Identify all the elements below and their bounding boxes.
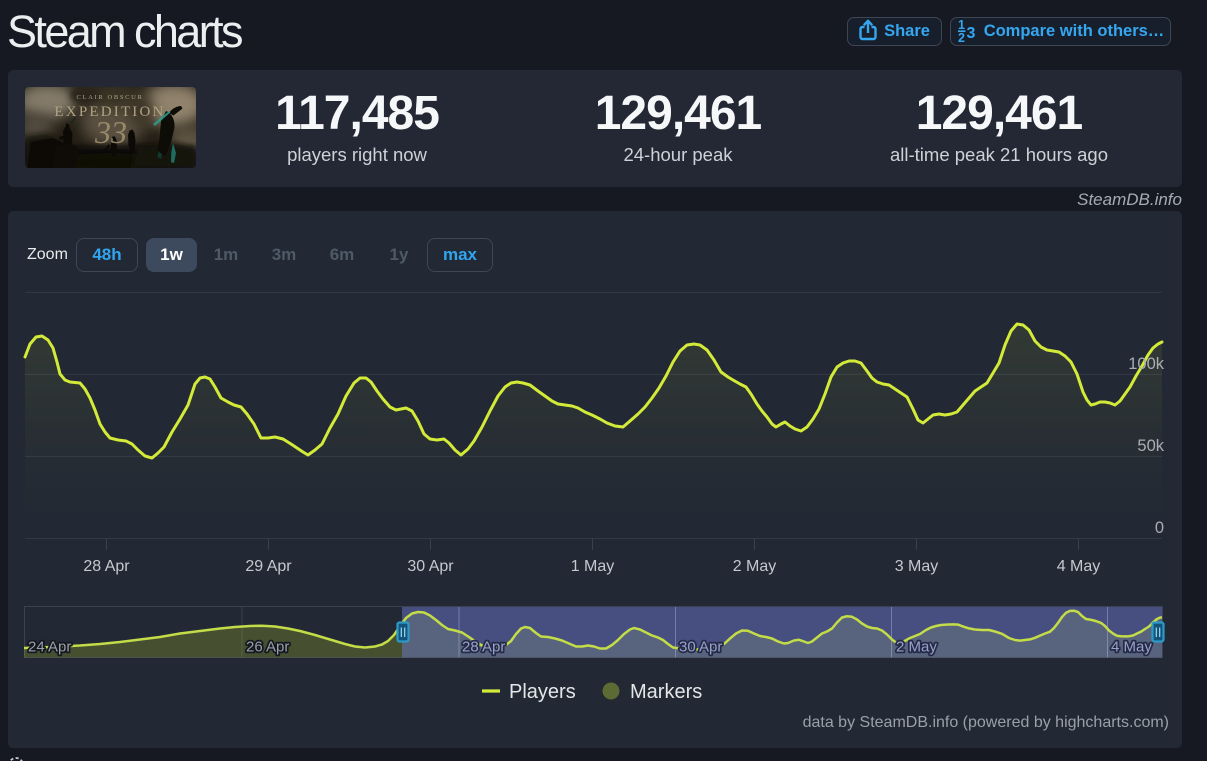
svg-text:100k: 100k: [1128, 355, 1165, 373]
svg-text:33: 33: [94, 114, 127, 150]
svg-text:Players: Players: [509, 681, 576, 703]
svg-text:3 May: 3 May: [895, 558, 939, 575]
svg-text:0: 0: [1155, 519, 1164, 537]
svg-text:24 Apr: 24 Apr: [28, 639, 71, 656]
svg-text:28 Apr: 28 Apr: [83, 558, 130, 575]
svg-text:data by SteamDB.info (powered: data by SteamDB.info (powered by highcha…: [803, 714, 1169, 731]
svg-text:30 Apr: 30 Apr: [407, 558, 454, 575]
svg-text:EXPEDITION: EXPEDITION: [54, 104, 165, 120]
svg-text:CLAIR OBSCUR: CLAIR OBSCUR: [76, 94, 143, 101]
svg-text:4 May: 4 May: [1057, 558, 1101, 575]
svg-text:28 Apr: 28 Apr: [462, 639, 505, 656]
svg-text:1: 1: [958, 18, 965, 32]
svg-text:3: 3: [966, 25, 975, 42]
svg-text:Markers: Markers: [630, 681, 702, 703]
svg-text:1 May: 1 May: [571, 558, 615, 575]
svg-text:26 Apr: 26 Apr: [246, 639, 289, 656]
svg-text:2: 2: [958, 31, 965, 43]
svg-text:50k: 50k: [1137, 437, 1164, 455]
svg-text:2 May: 2 May: [896, 639, 937, 656]
svg-text:29 Apr: 29 Apr: [245, 558, 292, 575]
svg-text:2 May: 2 May: [733, 558, 777, 575]
svg-text:4 May: 4 May: [1111, 639, 1152, 656]
svg-text:30 Apr: 30 Apr: [679, 639, 722, 656]
